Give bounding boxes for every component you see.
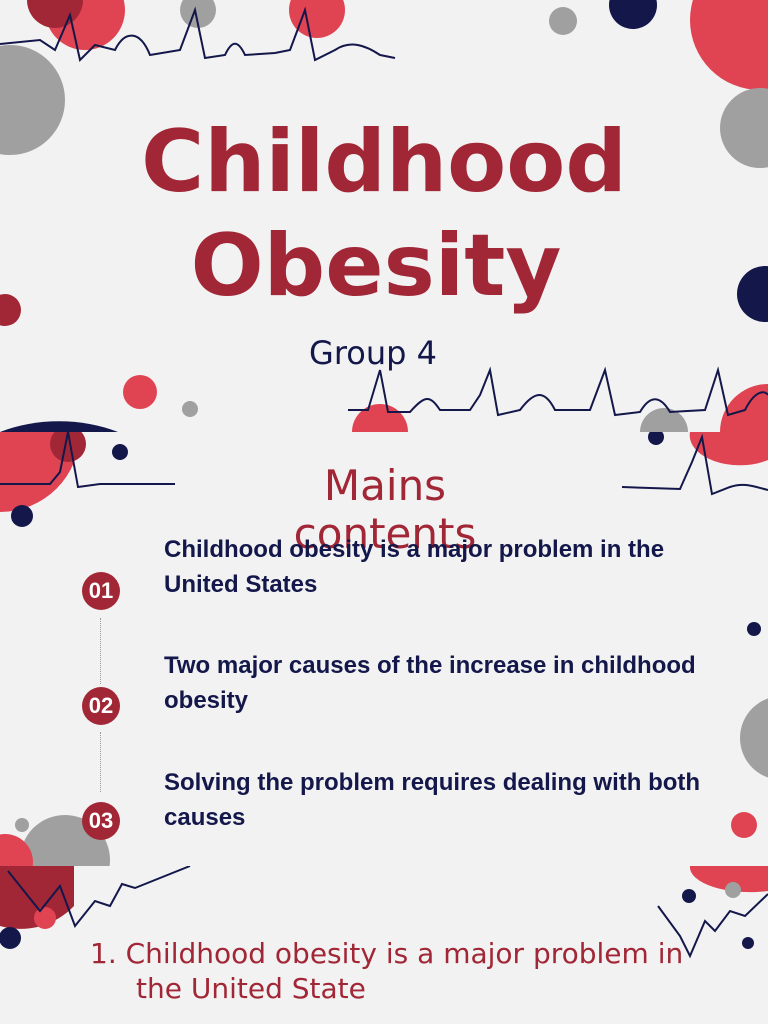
- contents-slide-decoration: [0, 432, 768, 866]
- decorative-circle-icon: [731, 812, 757, 838]
- decorative-circle-icon: [609, 0, 657, 29]
- section-slide: 1. Childhood obesity is a major problem …: [0, 866, 768, 1024]
- heartbeat-line-icon: [7, 866, 191, 928]
- contents-item-1-text: Childhood obesity is a major problem in …: [164, 536, 665, 598]
- decorative-circle-icon: [720, 88, 768, 168]
- title-slide: Childhood Obesity Group 4: [0, 0, 768, 432]
- decorative-circle-icon: [34, 907, 56, 929]
- decorative-circle-icon: [737, 266, 768, 322]
- decorative-half-circle-icon: [0, 421, 118, 432]
- title-slide-decoration: [0, 0, 768, 432]
- decorative-circle-icon: [742, 937, 754, 949]
- contents-item-2-badge: 02: [82, 687, 120, 725]
- section-heading-line-2: the United State: [136, 972, 366, 1005]
- decorative-circle-icon: [27, 0, 83, 28]
- decorative-half-circle-icon: [640, 408, 688, 432]
- heartbeat-line-icon: [0, 432, 175, 489]
- decorative-circle-icon: [289, 0, 345, 38]
- decorative-circle-icon: [0, 45, 65, 155]
- decorative-circle-icon: [682, 889, 696, 903]
- decorative-circle-icon: [0, 866, 74, 929]
- contents-item-1-badge: 01: [82, 572, 120, 610]
- decorative-circle-icon: [180, 0, 216, 28]
- decorative-circle-icon: [689, 866, 768, 893]
- heartbeat-line-icon: [657, 893, 768, 959]
- heartbeat-line-icon: [621, 433, 768, 496]
- contents-slide: Mains contents Childhood obesity is a ma…: [0, 432, 768, 866]
- heartbeat-line-icon: [348, 366, 768, 417]
- decorative-circle-icon: [182, 401, 198, 417]
- section-heading-line-1: 1. Childhood obesity is a major problem …: [90, 937, 684, 970]
- decorative-circle-icon: [747, 622, 761, 636]
- section-slide-decoration: [0, 866, 768, 959]
- subtitle: Group 4: [309, 334, 437, 372]
- decorative-circle-icon: [740, 698, 768, 778]
- dotted-connector: [100, 618, 101, 684]
- decorative-half-circle-icon: [352, 404, 408, 432]
- section-heading: 1. Childhood obesity is a major problem …: [90, 936, 730, 1006]
- decorative-circle-icon: [648, 432, 664, 445]
- title-line-1: Childhood: [141, 112, 627, 212]
- decorative-circle-icon: [689, 432, 768, 466]
- decorative-circle-icon: [112, 444, 128, 460]
- decorative-circle-icon: [11, 505, 33, 527]
- contents-heading: Mains contents: [293, 461, 477, 558]
- decorative-circle-icon: [725, 882, 741, 898]
- decorative-circle-icon: [549, 7, 577, 35]
- decorative-circle-icon: [15, 818, 29, 832]
- heartbeat-line-icon: [0, 6, 396, 62]
- decorative-circle-icon: [0, 834, 33, 866]
- decorative-circle-icon: [690, 0, 768, 90]
- title-line-2: Obesity: [190, 216, 562, 316]
- dotted-connector: [100, 732, 101, 792]
- decorative-circle-icon: [0, 927, 21, 949]
- decorative-circle-icon: [0, 294, 21, 326]
- contents-item-3-badge: 03: [82, 802, 120, 840]
- decorative-circle-icon: [50, 432, 86, 462]
- contents-item-3-text: Solving the problem requires dealing wit…: [164, 769, 701, 831]
- contents-item-2-text: Two major causes of the increase in chil…: [164, 652, 696, 714]
- decorative-circle-icon: [123, 375, 157, 409]
